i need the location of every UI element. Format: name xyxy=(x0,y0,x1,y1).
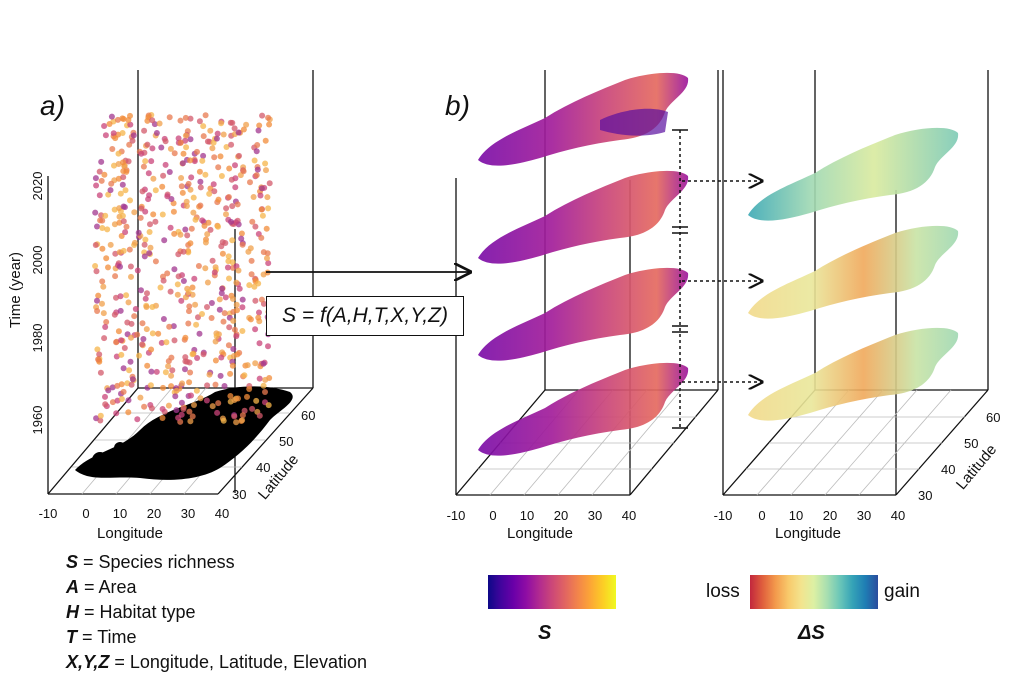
z-tick: 1960 xyxy=(30,406,45,435)
y-tick: 50 xyxy=(279,434,293,449)
x-tick: 10 xyxy=(113,506,127,521)
x-tick: 40 xyxy=(215,506,229,521)
panel-a-x-ticks: -10 0 10 20 30 40 xyxy=(39,506,230,521)
x-tick: -10 xyxy=(39,506,58,521)
y-tick: 40 xyxy=(941,462,955,477)
y-tick: 50 xyxy=(964,436,978,451)
x-tick: -10 xyxy=(447,508,466,523)
panel-a-z-ticks: 1960 1980 2000 2020 xyxy=(30,172,45,435)
s-layer-1960 xyxy=(478,362,689,456)
legend-item: T = Time xyxy=(66,627,137,647)
x-tick: 30 xyxy=(857,508,871,523)
panel-a-x-title: Longitude xyxy=(97,525,163,542)
delta-layer-2 xyxy=(748,225,959,319)
z-tick: 1980 xyxy=(30,324,45,353)
s-layer-2000 xyxy=(478,170,689,264)
delta-layer-1 xyxy=(748,127,959,221)
colorbar-s xyxy=(488,575,616,609)
panel-b-left-x-title: Longitude xyxy=(507,525,573,542)
x-tick: 20 xyxy=(554,508,568,523)
x-tick: -10 xyxy=(714,508,733,523)
panel-b-left-x-ticks: -10 0 10 20 30 40 xyxy=(447,508,637,523)
panel-b-right-x-title: Longitude xyxy=(775,525,841,542)
delta-layer-3 xyxy=(748,327,959,421)
panel-a-label: a) xyxy=(40,90,65,121)
y-tick: 40 xyxy=(256,460,270,475)
panel-a-y-ticks: 30 40 50 60 xyxy=(232,408,315,502)
x-tick: 20 xyxy=(147,506,161,521)
colorbar-gain-label: gain xyxy=(884,581,920,602)
x-tick: 40 xyxy=(622,508,636,523)
x-tick: 20 xyxy=(823,508,837,523)
x-tick: 10 xyxy=(520,508,534,523)
legend-item: H = Habitat type xyxy=(66,602,196,622)
x-tick: 30 xyxy=(588,508,602,523)
panel-a-y-title: Latitude xyxy=(255,451,302,503)
panel-b-right-grid xyxy=(746,389,965,496)
z-tick: 2000 xyxy=(30,246,45,275)
s-layer-1980 xyxy=(478,267,689,361)
x-tick: 30 xyxy=(181,506,195,521)
y-tick: 30 xyxy=(918,488,932,503)
variable-legend: S = Species richness A = Area H = Habita… xyxy=(66,550,367,675)
panel-b-label: b) xyxy=(445,90,470,121)
delta-arrows xyxy=(682,181,762,382)
legend-item: A = Area xyxy=(66,577,137,597)
x-tick: 0 xyxy=(82,506,89,521)
colorbar-delta-s xyxy=(750,575,878,609)
x-tick: 0 xyxy=(489,508,496,523)
z-tick: 2020 xyxy=(30,172,45,201)
y-tick: 60 xyxy=(986,410,1000,425)
time-bracket xyxy=(672,129,688,429)
panel-b-right-x-ticks: -10 0 10 20 30 40 xyxy=(714,508,906,523)
legend-item: X,Y,Z = Longitude, Latitude, Elevation xyxy=(66,652,368,672)
y-tick: 30 xyxy=(232,487,246,502)
x-tick: 10 xyxy=(789,508,803,523)
colorbar-delta-title: ΔS xyxy=(798,622,825,644)
colorbar-loss-label: loss xyxy=(706,581,740,602)
y-tick: 60 xyxy=(301,408,315,423)
panel-a-scatter xyxy=(92,112,273,426)
colorbar-s-title: S xyxy=(538,622,552,644)
x-tick: 40 xyxy=(891,508,905,523)
panel-b-right-y-ticks: 30 40 50 60 xyxy=(918,410,1000,503)
panel-a-europe-map xyxy=(75,386,293,480)
panel-a-z-title: Time (year) xyxy=(7,252,24,328)
x-tick: 0 xyxy=(758,508,765,523)
s-layer-2020 xyxy=(478,72,689,166)
model-formula: S = f(A,H,T,X,Y,Z) xyxy=(266,296,464,336)
legend-item: S = Species richness xyxy=(66,552,235,572)
